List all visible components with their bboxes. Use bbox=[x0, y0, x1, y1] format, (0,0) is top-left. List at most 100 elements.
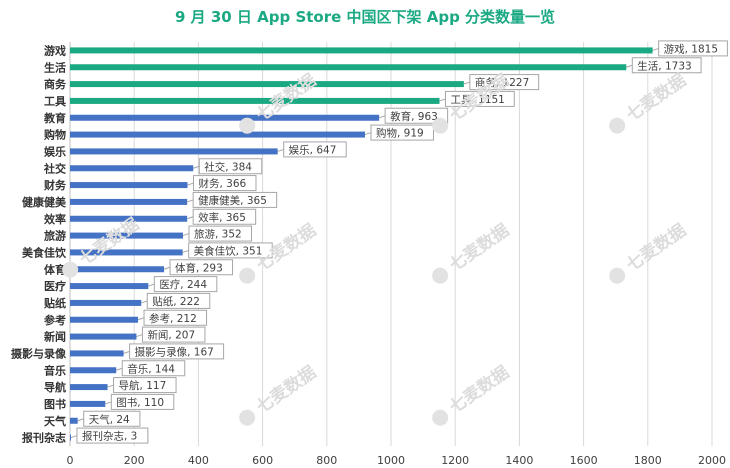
data-label-leader bbox=[105, 401, 112, 405]
x-tick-label: 1800 bbox=[634, 454, 662, 467]
data-label-text: 娱乐, 647 bbox=[289, 143, 337, 156]
y-category-label: 购物 bbox=[44, 128, 66, 142]
bar bbox=[70, 417, 78, 424]
bar bbox=[70, 148, 278, 155]
data-label: 教育, 963 bbox=[378, 107, 449, 124]
data-label-text: 健康健美, 365 bbox=[198, 194, 267, 207]
y-category-label: 摄影与录像 bbox=[11, 346, 67, 360]
chart-title: 9 月 30 日 App Store 中国区下架 App 分类数量一览 bbox=[174, 8, 556, 26]
data-label-leader bbox=[463, 81, 471, 85]
bar bbox=[70, 47, 653, 54]
y-category-label: 美食佳饮 bbox=[22, 245, 67, 259]
data-label-text: 天气, 24 bbox=[89, 413, 130, 426]
data-label: 参考, 212 bbox=[137, 309, 208, 326]
bar bbox=[70, 81, 464, 88]
data-label-text: 体育, 293 bbox=[175, 261, 223, 274]
x-tick-label: 1600 bbox=[570, 454, 598, 467]
data-label-leader bbox=[182, 233, 190, 237]
data-label-text: 游戏, 1815 bbox=[664, 42, 718, 55]
data-label-leader bbox=[652, 47, 659, 51]
data-label: 健康健美, 365 bbox=[187, 191, 278, 208]
bar bbox=[70, 266, 165, 273]
y-category-label: 旅游 bbox=[44, 229, 66, 243]
bar bbox=[70, 434, 71, 441]
data-label-leader bbox=[107, 384, 114, 388]
data-label-leader bbox=[148, 283, 155, 287]
data-label: 音乐, 144 bbox=[116, 360, 186, 377]
y-category-label: 游戏 bbox=[44, 43, 66, 57]
y-category-label: 天气 bbox=[44, 414, 66, 428]
y-category-label: 医疗 bbox=[44, 279, 66, 293]
data-label-text: 导航, 117 bbox=[119, 379, 167, 392]
data-label-leader bbox=[277, 148, 284, 152]
x-tick-label: 800 bbox=[316, 454, 337, 467]
data-label-leader bbox=[141, 300, 148, 304]
bar bbox=[70, 400, 106, 407]
data-label-leader bbox=[123, 350, 130, 354]
y-category-label: 生活 bbox=[44, 60, 66, 74]
y-category-label: 商务 bbox=[44, 77, 67, 91]
bar bbox=[70, 384, 108, 391]
bar bbox=[70, 198, 188, 205]
x-tick-label: 0 bbox=[67, 454, 74, 467]
data-label: 社交, 384 bbox=[193, 158, 263, 175]
data-label-leader bbox=[187, 199, 194, 203]
y-category-label: 娱乐 bbox=[44, 144, 66, 158]
data-label: 娱乐, 647 bbox=[277, 141, 347, 158]
data-label: 报刊杂志, 3 bbox=[70, 427, 149, 444]
data-label: 商务, 1227 bbox=[463, 74, 540, 91]
data-label: 新闻, 207 bbox=[136, 326, 206, 343]
data-label-text: 购物, 919 bbox=[376, 127, 424, 140]
data-label: 导航, 117 bbox=[107, 377, 177, 394]
bar bbox=[70, 350, 124, 357]
bar bbox=[70, 97, 440, 104]
y-category-label: 图书 bbox=[44, 397, 66, 411]
data-label-text: 旅游, 352 bbox=[194, 228, 242, 241]
data-label-text: 商务, 1227 bbox=[475, 76, 529, 89]
x-tick-label: 1400 bbox=[505, 454, 533, 467]
data-label-text: 参考, 212 bbox=[149, 312, 197, 325]
data-label: 体育, 293 bbox=[163, 259, 234, 276]
data-label-text: 新闻, 207 bbox=[147, 329, 195, 342]
bar bbox=[70, 232, 183, 239]
y-category-label: 体育 bbox=[44, 262, 66, 276]
data-label-text: 医疗, 244 bbox=[159, 278, 207, 291]
y-category-label: 参考 bbox=[44, 313, 66, 327]
data-label-text: 财务, 366 bbox=[198, 177, 246, 190]
bar bbox=[70, 114, 380, 121]
y-category-label: 工具 bbox=[44, 95, 66, 108]
y-category-label: 报刊杂志 bbox=[22, 431, 66, 445]
data-label: 财务, 366 bbox=[187, 175, 257, 192]
data-label-text: 社交, 384 bbox=[204, 160, 252, 173]
data-label-leader bbox=[626, 64, 633, 68]
data-label-leader bbox=[163, 266, 171, 270]
y-category-label: 健康健美 bbox=[22, 195, 67, 209]
data-label-leader bbox=[70, 435, 78, 439]
data-label-text: 工具, 1151 bbox=[450, 94, 504, 106]
bar bbox=[70, 215, 188, 222]
data-label: 医疗, 244 bbox=[148, 276, 218, 293]
x-tick-label: 600 bbox=[252, 454, 273, 467]
data-label-text: 报刊杂志, 3 bbox=[82, 430, 137, 443]
data-label: 购物, 919 bbox=[364, 124, 434, 141]
data-label-leader bbox=[187, 182, 194, 186]
bar bbox=[70, 283, 149, 290]
data-label: 天气, 24 bbox=[77, 410, 141, 427]
bar bbox=[70, 165, 194, 172]
data-label: 摄影与录像, 167 bbox=[123, 343, 225, 360]
bar bbox=[70, 131, 365, 138]
y-category-label: 教育 bbox=[43, 111, 66, 125]
data-label-text: 摄影与录像, 167 bbox=[135, 345, 214, 358]
data-label-text: 音乐, 144 bbox=[127, 362, 175, 375]
data-label-leader bbox=[136, 334, 143, 338]
data-label-leader bbox=[439, 98, 446, 102]
x-tick-label: 200 bbox=[124, 454, 145, 467]
data-label: 效率, 365 bbox=[187, 208, 257, 225]
data-label: 游戏, 1815 bbox=[652, 40, 728, 57]
x-tick-label: 2000 bbox=[698, 454, 726, 467]
data-label: 生活, 1733 bbox=[626, 57, 702, 74]
data-label-text: 贴纸, 222 bbox=[152, 295, 200, 308]
x-tick-label: 1000 bbox=[377, 454, 405, 467]
data-label-leader bbox=[182, 249, 189, 253]
